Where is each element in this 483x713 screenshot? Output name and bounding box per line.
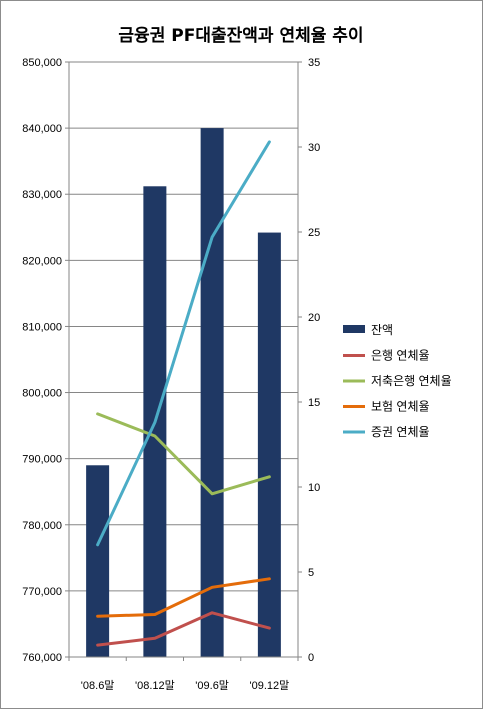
legend-label: 증권 연체율	[371, 425, 430, 439]
x-axis-tick-label: '09.12말	[250, 679, 290, 692]
left-axis-tick-label: 830,000	[22, 189, 62, 201]
line-series-2	[96, 412, 271, 496]
left-axis-tick-label: 850,000	[22, 57, 62, 69]
bar-1	[86, 465, 110, 657]
chart-title: 금융권 PF대출잔액과 연체율 추이	[118, 26, 363, 46]
right-axis-tick-label: 30	[308, 142, 320, 154]
x-axis-tick-label: '09.6말	[195, 679, 229, 692]
left-axis-tick-label: 800,000	[22, 388, 62, 400]
legend-label: 잔액	[371, 323, 393, 337]
legend-label: 보험 연체율	[371, 400, 430, 414]
left-axis-tick-label: 810,000	[22, 321, 62, 333]
right-axis-tick-label: 35	[308, 57, 320, 69]
x-axis-tick-label: '08.12말	[135, 679, 175, 692]
right-axis-tick-label: 0	[308, 652, 314, 664]
left-axis-tick-label: 790,000	[22, 454, 62, 466]
right-axis-tick-label: 20	[308, 312, 320, 324]
right-axis-tick-label: 5	[308, 567, 314, 579]
left-axis-tick-label: 780,000	[22, 520, 62, 532]
right-axis-tick-label: 15	[308, 397, 320, 409]
left-axis-tick-label: 820,000	[22, 255, 62, 267]
line-series-1	[96, 611, 271, 647]
x-axis-tick-label: '08.6말	[81, 679, 115, 692]
line-series-3	[96, 577, 271, 618]
line-series-4	[96, 140, 271, 547]
left-axis-tick-label: 760,000	[22, 652, 62, 664]
bar-3	[200, 128, 224, 658]
right-axis-tick-label: 10	[308, 482, 320, 494]
bar-4	[257, 232, 281, 658]
legend-label: 은행 연체율	[371, 348, 430, 363]
left-axis-tick-label: 840,000	[22, 123, 62, 135]
right-axis-tick-label: 25	[308, 227, 320, 239]
legend-swatch-bar	[343, 325, 365, 333]
left-axis-tick-label: 770,000	[22, 586, 62, 598]
legend-label: 저축은행 연체율	[371, 373, 452, 388]
